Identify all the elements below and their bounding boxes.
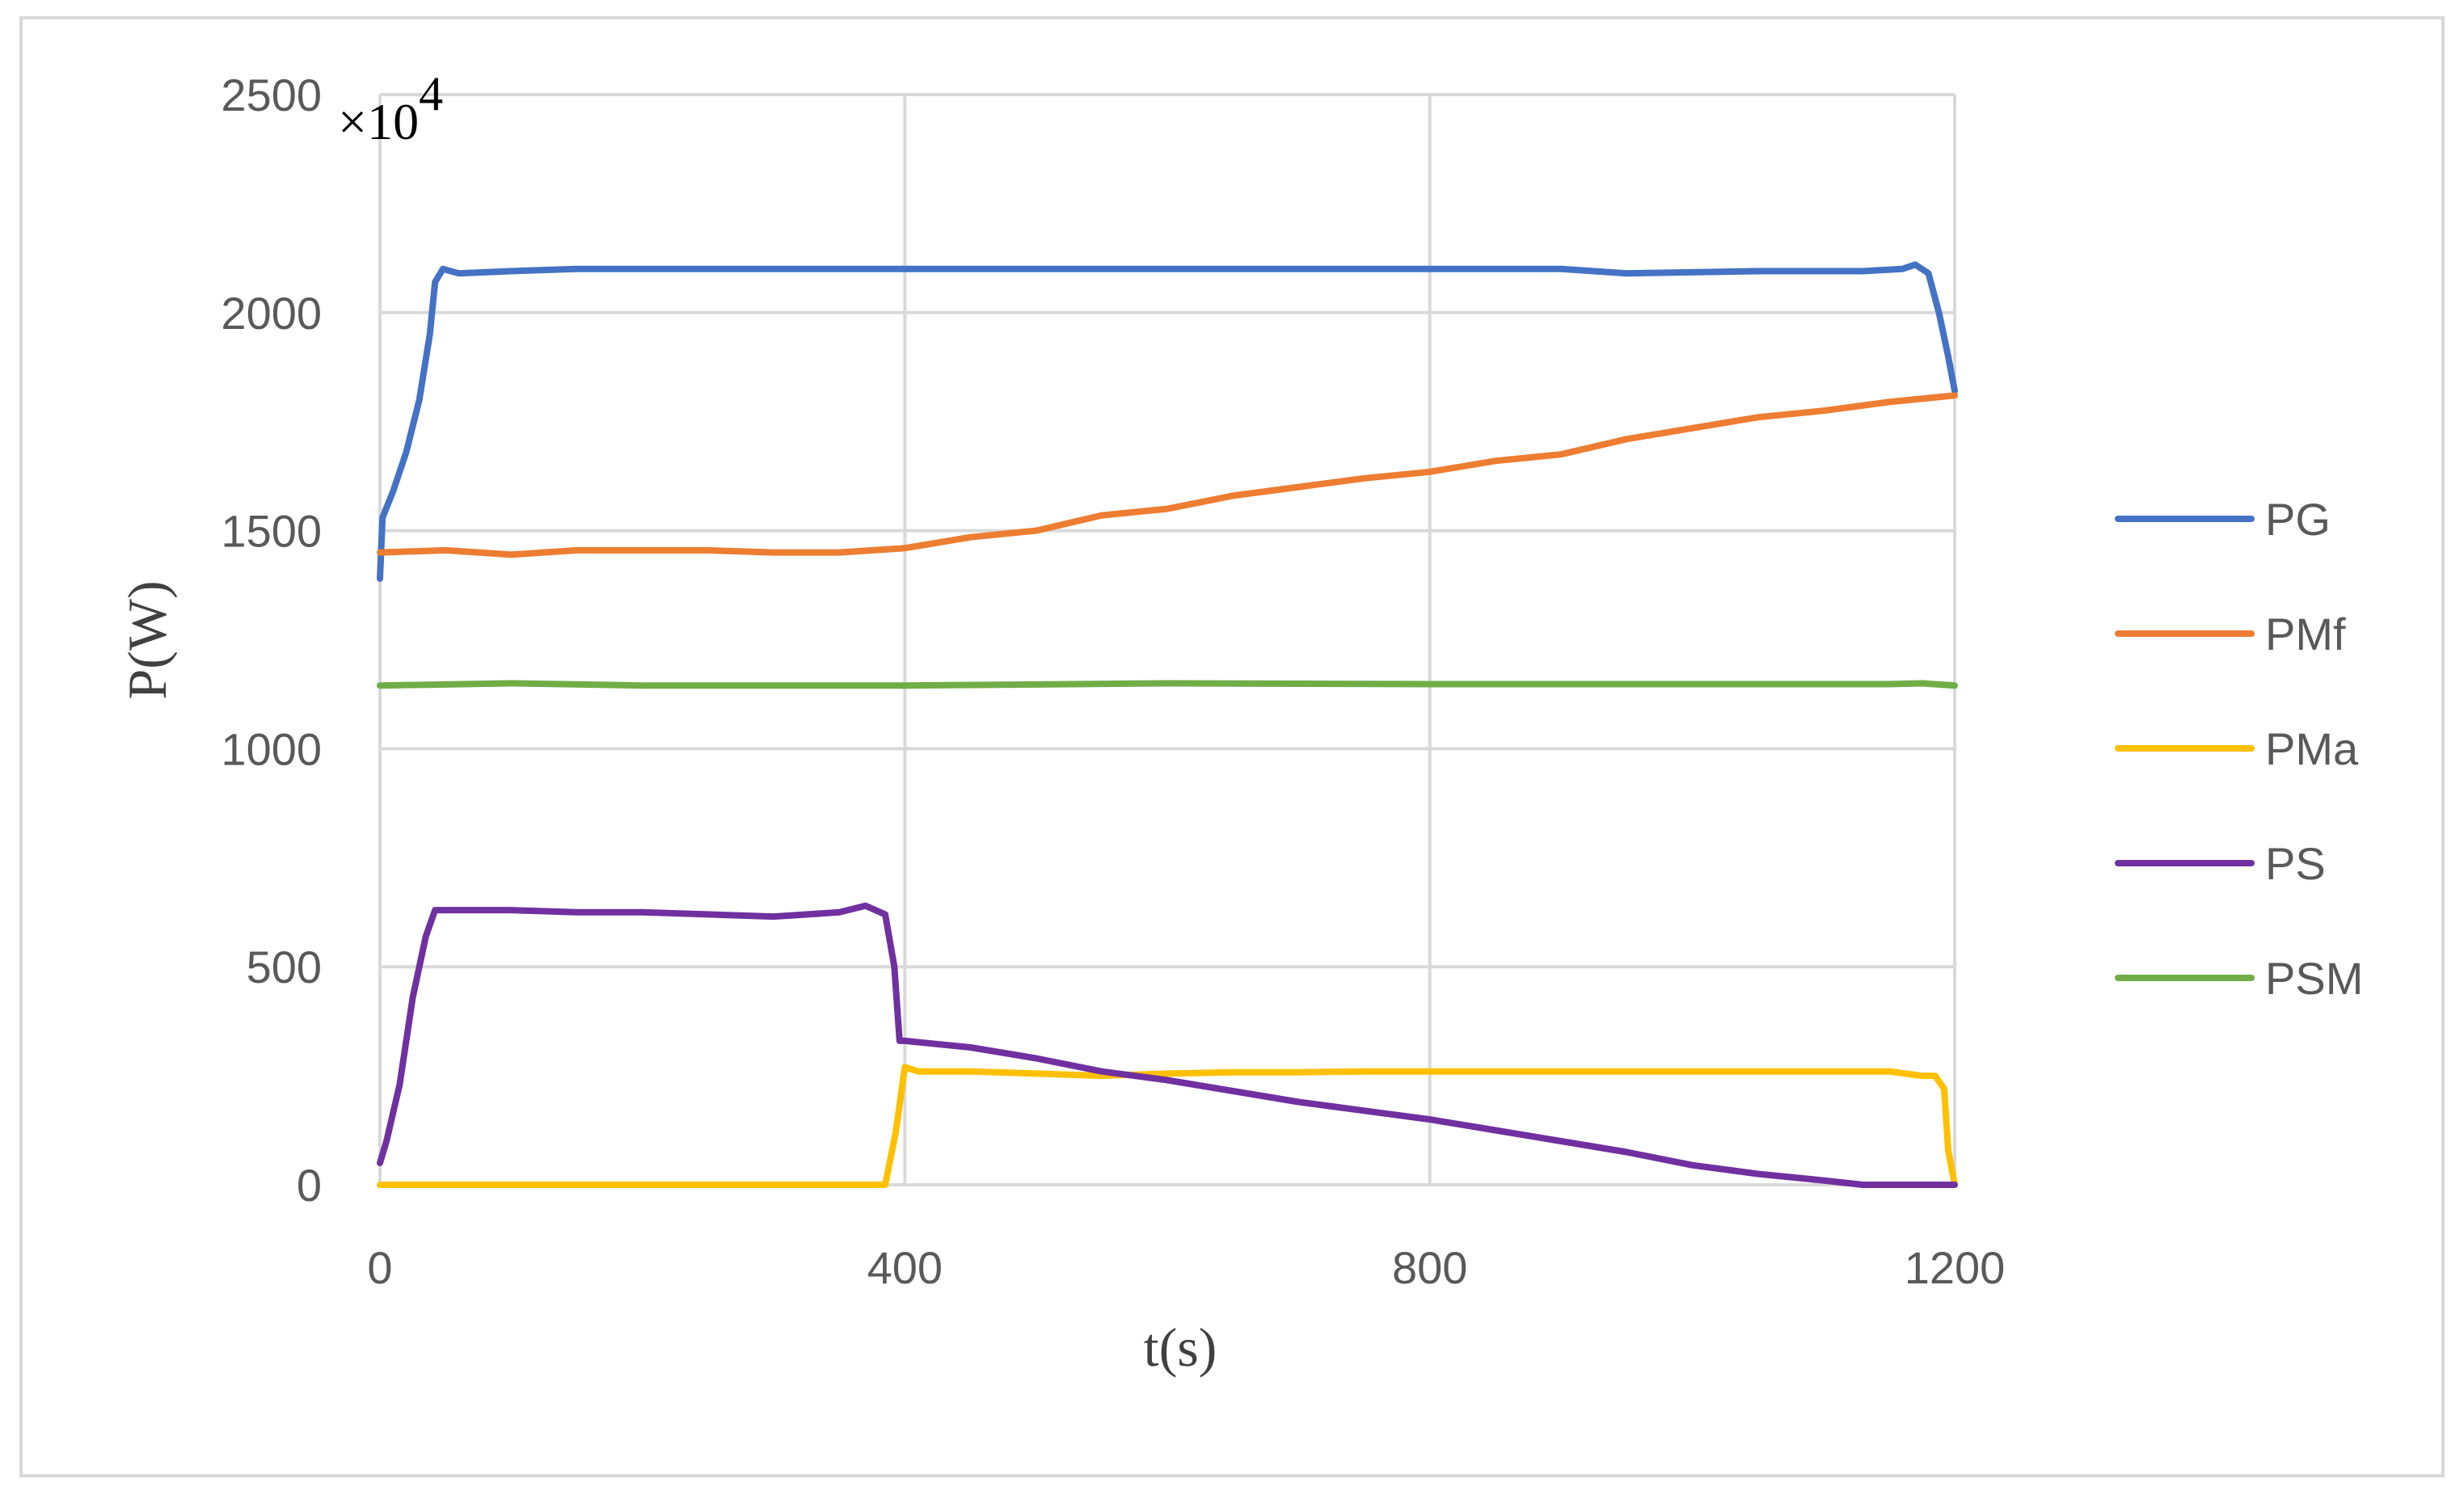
x-tick-label: 800 (1392, 1242, 1467, 1293)
y-tick-label: 1500 (221, 506, 322, 557)
tick-labels: 0 500 1000 1500 2000 2500 0 400 800 1200 (221, 70, 2005, 1293)
x-axis-title: t(s) (1144, 1317, 1217, 1378)
legend-item-pma: PMa (2115, 723, 2359, 774)
legend-label: PG (2265, 494, 2331, 545)
x-tick-label: 400 (867, 1242, 943, 1293)
legend-label: PMf (2265, 609, 2346, 659)
legend-item-pmf: PMf (2115, 609, 2346, 659)
y-axis-title: P(W) (116, 580, 178, 699)
y-axis-multiplier-base: ×10 (338, 93, 419, 150)
legend-item-pg: PG (2115, 494, 2331, 545)
series-line-pmf (377, 392, 1958, 558)
y-axis-multiplier: ×104 (338, 67, 443, 150)
legend-label: PSM (2265, 953, 2363, 1004)
x-tick-label: 0 (367, 1242, 392, 1293)
grid-lines (378, 93, 1956, 1186)
y-tick-label: 500 (247, 942, 322, 992)
series-line-pg (377, 261, 1958, 582)
legend-item-ps: PS (2115, 838, 2326, 889)
legend-item-psm: PSM (2115, 953, 2363, 1004)
chart-frame (19, 16, 2445, 1477)
legend: PG PMf PMa PS PSM (2115, 494, 2363, 1004)
y-tick-label: 2500 (221, 70, 322, 120)
series-line-pma (377, 1064, 1958, 1188)
legend-label: PS (2265, 838, 2326, 889)
x-tick-label: 1200 (1905, 1242, 2006, 1293)
legend-label: PMa (2265, 723, 2359, 774)
y-tick-label: 0 (297, 1160, 322, 1211)
y-axis-multiplier-exponent: 4 (419, 67, 443, 120)
series-line-ps (377, 902, 1958, 1188)
series-layer (377, 261, 1958, 1188)
y-tick-label: 2000 (221, 288, 322, 339)
y-tick-label: 1000 (221, 723, 322, 774)
series-line-psm (377, 680, 1958, 689)
